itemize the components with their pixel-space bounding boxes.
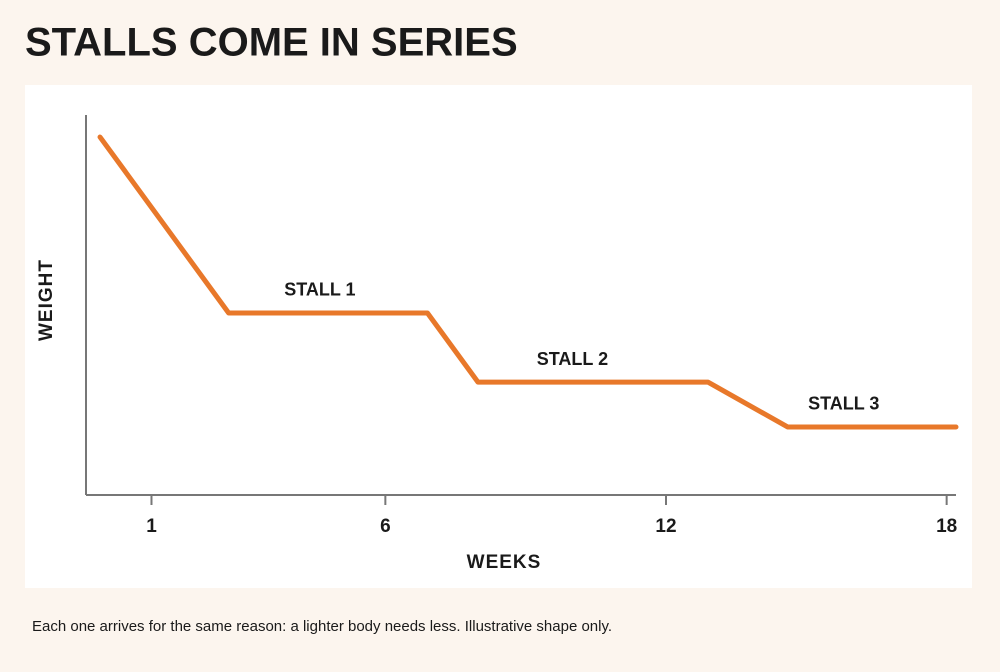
- x-tick-label: 1: [146, 516, 157, 537]
- weight-line: [97, 134, 959, 430]
- stall-label: STALL 2: [537, 349, 608, 369]
- x-axis-label: WEEKS: [467, 552, 542, 573]
- plot-panel: [25, 85, 972, 588]
- stall-label: STALL 3: [808, 394, 879, 414]
- caption: Each one arrives for the same reason: a …: [32, 618, 612, 635]
- x-tick-label: 6: [380, 516, 391, 537]
- chart-title: STALLS COME IN SERIES: [25, 21, 518, 65]
- x-tick-label: 12: [655, 516, 676, 537]
- y-axis-label: WEIGHT: [36, 259, 57, 341]
- x-tick-label: 18: [936, 516, 957, 537]
- stall-label: STALL 1: [284, 280, 355, 300]
